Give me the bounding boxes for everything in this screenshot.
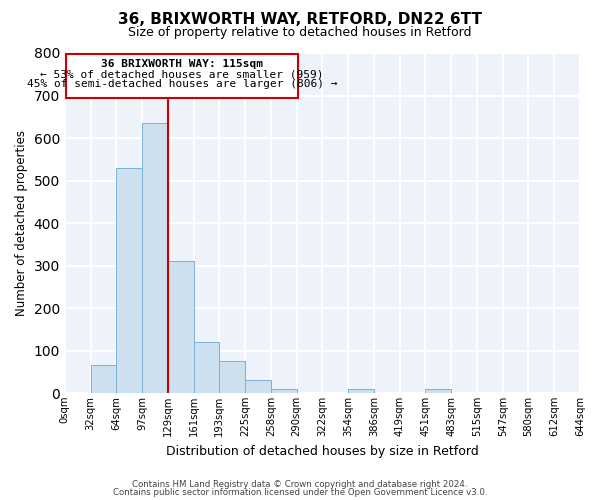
Text: 36, BRIXWORTH WAY, RETFORD, DN22 6TT: 36, BRIXWORTH WAY, RETFORD, DN22 6TT — [118, 12, 482, 28]
Text: 36 BRIXWORTH WAY: 115sqm: 36 BRIXWORTH WAY: 115sqm — [101, 58, 263, 68]
Text: ← 53% of detached houses are smaller (959): ← 53% of detached houses are smaller (95… — [40, 69, 324, 79]
Text: Contains HM Land Registry data © Crown copyright and database right 2024.: Contains HM Land Registry data © Crown c… — [132, 480, 468, 489]
X-axis label: Distribution of detached houses by size in Retford: Distribution of detached houses by size … — [166, 444, 479, 458]
Bar — [116, 168, 142, 393]
Text: 45% of semi-detached houses are larger (806) →: 45% of semi-detached houses are larger (… — [27, 80, 337, 90]
Bar — [271, 389, 296, 393]
Y-axis label: Number of detached properties: Number of detached properties — [15, 130, 28, 316]
Bar — [142, 123, 168, 393]
Bar — [168, 262, 194, 393]
Bar — [425, 389, 451, 393]
Bar — [194, 342, 220, 393]
Text: Contains public sector information licensed under the Open Government Licence v3: Contains public sector information licen… — [113, 488, 487, 497]
Bar — [220, 361, 245, 393]
Text: Size of property relative to detached houses in Retford: Size of property relative to detached ho… — [128, 26, 472, 39]
Bar — [91, 366, 116, 393]
Bar — [66, 54, 298, 98]
Bar — [245, 380, 271, 393]
Bar — [348, 389, 374, 393]
